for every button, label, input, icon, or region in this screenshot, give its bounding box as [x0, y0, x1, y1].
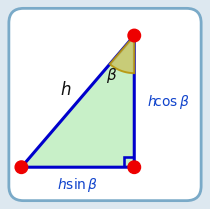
- Circle shape: [15, 161, 28, 173]
- Polygon shape: [110, 36, 134, 73]
- FancyBboxPatch shape: [9, 8, 201, 201]
- Text: $\beta$: $\beta$: [106, 66, 117, 85]
- Text: $h\!\cos\beta$: $h\!\cos\beta$: [147, 93, 189, 111]
- Polygon shape: [21, 36, 134, 167]
- Text: $h$: $h$: [60, 81, 71, 99]
- Circle shape: [128, 29, 140, 42]
- Circle shape: [128, 161, 140, 173]
- Text: $h\sin\beta$: $h\sin\beta$: [57, 176, 98, 194]
